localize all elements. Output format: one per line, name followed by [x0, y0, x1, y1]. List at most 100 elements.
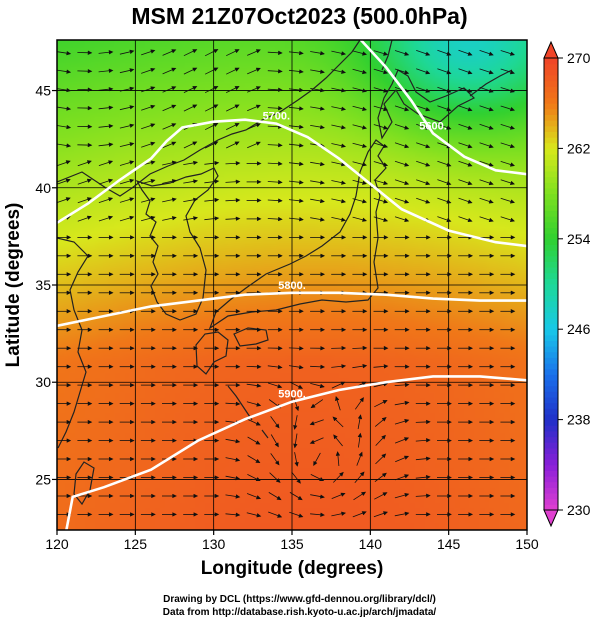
- colorbar-tick-label: 254: [567, 231, 591, 247]
- wind-arrowhead: [193, 309, 199, 314]
- wind-arrowhead: [87, 383, 93, 388]
- wind-arrowhead: [87, 475, 93, 480]
- wind-arrowhead: [171, 86, 177, 91]
- wind-arrowhead: [193, 364, 199, 369]
- colorbar-segment: [544, 374, 558, 381]
- wind-arrowhead: [489, 364, 495, 369]
- wind-arrowhead: [313, 461, 318, 467]
- wind-arrowhead: [278, 309, 283, 314]
- wind-arrowhead: [193, 179, 199, 184]
- coastline-kyushu: [195, 331, 229, 375]
- wind-arrowhead: [87, 419, 93, 425]
- colorbar-segment: [544, 210, 558, 217]
- wind-arrowhead: [404, 437, 410, 442]
- wind-arrowhead: [383, 180, 389, 185]
- wind-arrowhead: [214, 475, 220, 480]
- wind-arrowhead: [193, 346, 199, 351]
- wind-arrowhead: [150, 123, 156, 128]
- wind-arrowhead: [172, 272, 177, 277]
- wind-arrowhead: [446, 107, 452, 112]
- colorbar-segment: [544, 142, 558, 149]
- wind-arrowhead: [66, 456, 72, 462]
- wind-arrowhead: [320, 253, 326, 258]
- plot-area: 5700. 5800. 5900. 5600.: [57, 40, 527, 530]
- wind-arrowhead: [362, 180, 367, 185]
- wind-arrowhead: [489, 272, 495, 277]
- colorbar-segment: [544, 334, 558, 341]
- wind-arrowhead: [341, 180, 347, 185]
- wind-arrowhead: [278, 253, 283, 258]
- wind-arrowhead: [341, 346, 347, 351]
- wind-arrowhead: [65, 178, 71, 183]
- coastline-hokkaido: [377, 69, 476, 140]
- wind-arrowhead: [129, 160, 135, 165]
- wind-arrowhead: [404, 218, 410, 222]
- wind-arrowhead: [447, 327, 452, 332]
- wind-arrowhead: [383, 144, 389, 148]
- wind-arrowhead: [468, 290, 474, 295]
- wind-arrowhead: [66, 124, 72, 130]
- wind-arrowhead: [332, 416, 338, 422]
- wind-arrowhead: [235, 290, 241, 295]
- wind-arrowhead: [275, 423, 280, 429]
- wind-arrowhead: [426, 364, 431, 369]
- wind-arrowhead: [320, 327, 326, 332]
- wind-arrowhead: [319, 69, 325, 74]
- wind-arrowhead: [446, 199, 452, 204]
- wind-arrowhead: [362, 69, 367, 75]
- wind-arrowhead: [129, 327, 135, 332]
- wind-arrowhead: [193, 383, 199, 388]
- wind-arrowhead: [341, 235, 347, 240]
- wind-arrowhead: [510, 88, 515, 93]
- colorbar-segment: [544, 86, 558, 93]
- colorbar-segment: [544, 267, 558, 274]
- wind-arrowhead: [383, 162, 389, 167]
- colorbar-segment: [544, 430, 558, 438]
- wind-arrowhead: [467, 107, 473, 112]
- wind-arrowhead: [488, 181, 494, 186]
- wind-arrowhead: [256, 402, 262, 407]
- wind-arrowhead: [383, 70, 389, 75]
- colorbar-segment: [544, 227, 558, 234]
- colorbar-segment: [544, 74, 558, 82]
- wind-arrowhead: [171, 123, 177, 128]
- wind-arrowhead: [129, 86, 135, 91]
- coastline-shikoku: [233, 327, 269, 347]
- wind-arrowhead: [404, 346, 410, 351]
- wind-arrowhead: [87, 124, 93, 129]
- wind-arrowhead: [87, 309, 93, 314]
- wind-arrowhead: [172, 383, 177, 388]
- wind-arrowhead: [87, 493, 93, 499]
- wind-arrowhead: [404, 125, 410, 130]
- wind-arrowhead: [193, 290, 199, 295]
- wind-arrowhead: [256, 49, 261, 54]
- wind-arrowhead: [425, 144, 431, 149]
- colorbar-tick-label: 262: [567, 140, 591, 156]
- wind-arrowhead: [319, 217, 325, 222]
- wind-arrowhead: [510, 181, 515, 185]
- wind-arrowhead: [489, 290, 495, 295]
- wind-arrowhead: [172, 327, 177, 332]
- colorbar-segment: [544, 289, 558, 296]
- wind-arrowhead: [150, 86, 156, 91]
- wind-arrowhead: [362, 253, 368, 258]
- wind-arrowhead: [213, 86, 219, 90]
- wind-arrowhead: [298, 143, 304, 148]
- wind-arrowhead: [335, 451, 340, 456]
- wind-arrowhead: [489, 493, 495, 499]
- colorbar-segment: [544, 340, 558, 347]
- wind-arrowhead: [256, 383, 262, 388]
- wind-arrowhead: [319, 106, 325, 111]
- colorbar-segment: [544, 80, 558, 87]
- colorbar-segment: [544, 323, 558, 330]
- wind-arrowhead: [404, 51, 410, 56]
- wind-arrowhead: [447, 401, 452, 406]
- wind-arrowhead: [468, 475, 474, 480]
- wind-arrowhead: [129, 272, 135, 277]
- wind-arrowhead: [298, 180, 304, 185]
- wind-arrowhead: [425, 162, 431, 167]
- y-tick-label: 45: [35, 83, 51, 99]
- wind-arrowhead: [510, 475, 516, 480]
- wind-arrowhead: [193, 197, 199, 202]
- wind-arrowhead: [299, 253, 304, 258]
